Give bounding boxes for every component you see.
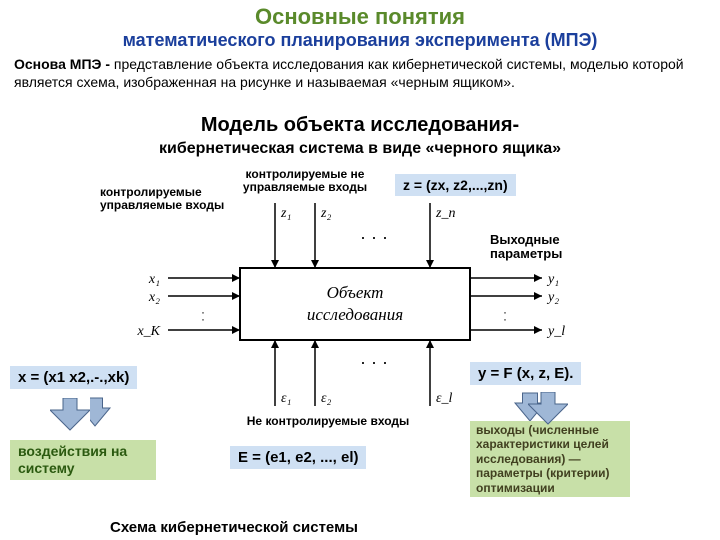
formula-y: y = F (x, z, E). <box>470 362 581 385</box>
label-outputs-desc: выходы (численные характеристики целей и… <box>470 421 630 497</box>
svg-text:ε₁: ε₁ <box>281 391 291 406</box>
svg-text:·: · <box>201 312 205 326</box>
svg-text:z₂: z₂ <box>320 206 331 221</box>
diagram-area: Объект исследования z₁ z₂ z_n · · · x₁ x₂ x_K · · y… <box>90 168 630 508</box>
model-heading-1: Модель объекта исследования- <box>0 114 720 137</box>
svg-text:z_n: z_n <box>435 206 455 221</box>
svg-text:x₂: x₂ <box>148 290 160 305</box>
svg-text:исследования: исследования <box>307 305 403 324</box>
intro-body: представление объекта исследования как к… <box>14 56 684 90</box>
svg-text:ε_l: ε_l <box>436 391 453 406</box>
svg-text:x_K: x_K <box>136 324 160 339</box>
slide-subtitle: математического планирования эксперимент… <box>0 30 720 51</box>
svg-text:y₁: y₁ <box>546 272 559 287</box>
formula-z: z = (zx, z2,...,zn) <box>395 174 516 196</box>
block-arrow-right <box>528 392 568 431</box>
label-output-params: Выходные параметры <box>490 233 610 262</box>
label-uncontrolled: Не контролируемые входы <box>218 415 438 428</box>
label-system-impact: воздействия на систему <box>10 440 156 480</box>
block-arrow-left <box>50 398 90 437</box>
model-heading-2: кибернетическая система в виде «черного … <box>0 140 720 158</box>
svg-text:ε₂: ε₂ <box>321 391 332 406</box>
diagram-caption: Схема кибернетической системы <box>110 519 358 536</box>
svg-text:· · ·: · · · <box>360 227 388 247</box>
svg-text:y₂: y₂ <box>546 290 559 305</box>
formula-e: E = (e1, e2, ..., el) <box>230 446 366 469</box>
svg-text:·: · <box>503 312 507 326</box>
label-controlled-unmanaged: контролируемые не управляемые входы <box>220 168 390 194</box>
svg-text:· · ·: · · · <box>360 352 388 372</box>
svg-text:x₁: x₁ <box>148 272 160 287</box>
svg-text:Объект: Объект <box>327 283 384 302</box>
intro-text: Основа МПЭ - представление объекта иссле… <box>14 56 706 91</box>
formula-x: x = (x1 x2,.-.,xk) <box>10 366 137 389</box>
intro-lead: Основа МПЭ - <box>14 56 114 72</box>
svg-text:z₁: z₁ <box>280 206 291 221</box>
slide-title: Основные понятия <box>0 4 720 30</box>
label-controlled-managed: контролируемые управляемые входы <box>100 186 240 212</box>
svg-text:y_l: y_l <box>546 324 565 339</box>
